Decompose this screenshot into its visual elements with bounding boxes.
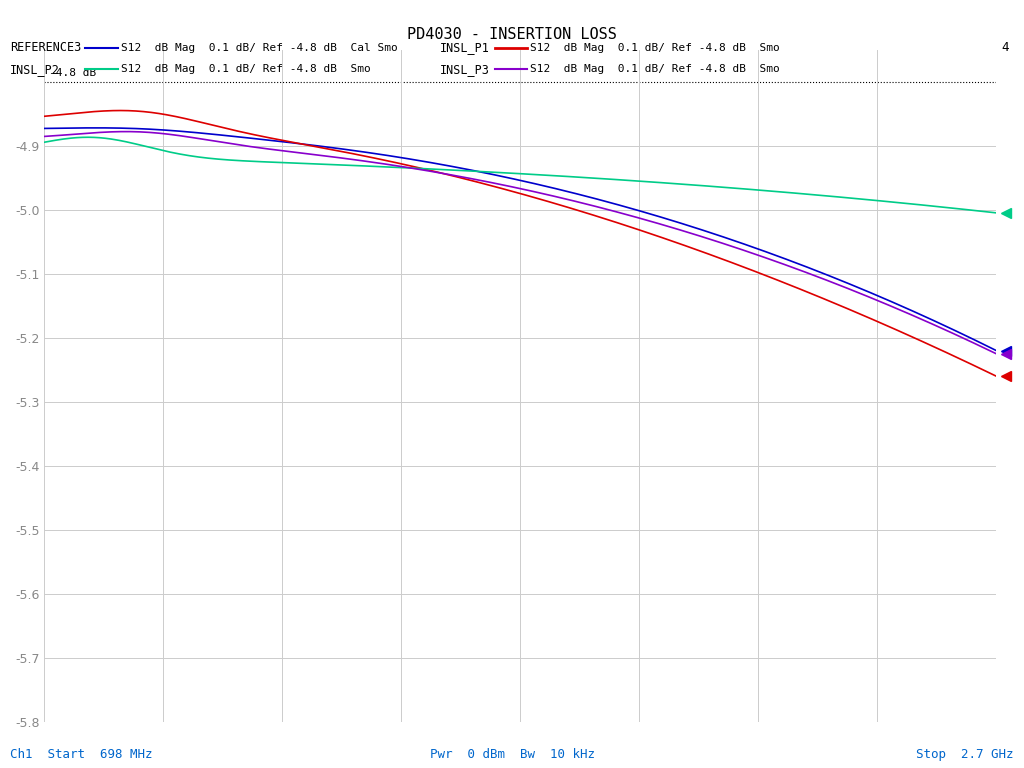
Text: Pwr  0 dBm  Bw  10 kHz: Pwr 0 dBm Bw 10 kHz — [429, 748, 595, 760]
Text: PD4030 - INSERTION LOSS: PD4030 - INSERTION LOSS — [408, 27, 616, 42]
Text: Stop  2.7 GHz: Stop 2.7 GHz — [916, 748, 1014, 760]
Text: REFERENCE3: REFERENCE3 — [10, 41, 82, 54]
Text: S12  dB Mag  0.1 dB/ Ref -4.8 dB  Cal Smo: S12 dB Mag 0.1 dB/ Ref -4.8 dB Cal Smo — [121, 42, 397, 53]
Text: -4.8 dB: -4.8 dB — [49, 68, 96, 78]
Text: S12  dB Mag  0.1 dB/ Ref -4.8 dB  Smo: S12 dB Mag 0.1 dB/ Ref -4.8 dB Smo — [121, 64, 371, 74]
Text: S12  dB Mag  0.1 dB/ Ref -4.8 dB  Smo: S12 dB Mag 0.1 dB/ Ref -4.8 dB Smo — [530, 42, 780, 53]
Text: INSL_P2: INSL_P2 — [10, 63, 60, 75]
Text: INSL_P3: INSL_P3 — [440, 63, 490, 75]
Text: 4: 4 — [1001, 41, 1009, 54]
Text: INSL_P1: INSL_P1 — [440, 41, 490, 54]
Text: S12  dB Mag  0.1 dB/ Ref -4.8 dB  Smo: S12 dB Mag 0.1 dB/ Ref -4.8 dB Smo — [530, 64, 780, 74]
Text: Ch1  Start  698 MHz: Ch1 Start 698 MHz — [10, 748, 153, 760]
